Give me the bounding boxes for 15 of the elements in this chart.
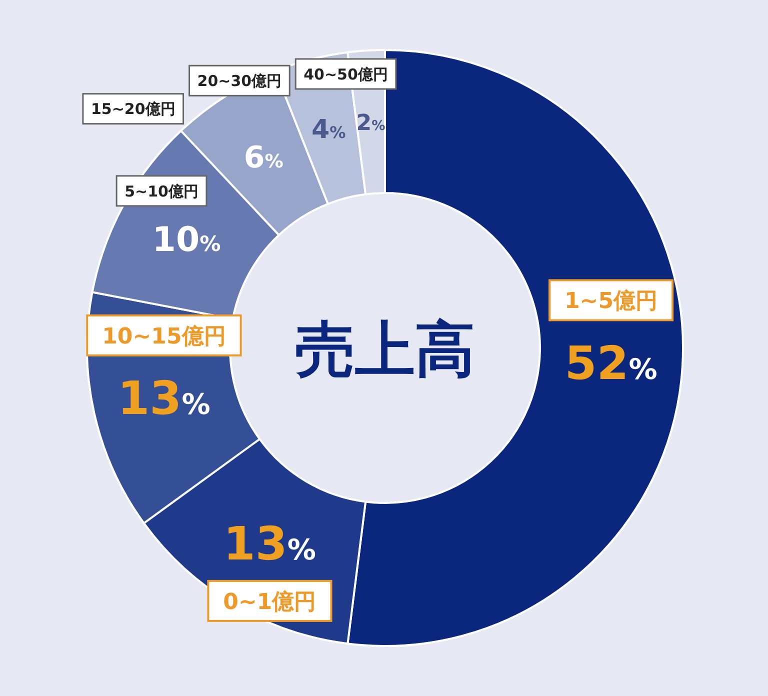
slice-label: 10~15億円 (102, 324, 226, 350)
data-label: 13% (118, 370, 210, 425)
data-label: 2% (356, 110, 386, 136)
slice-label: 40~50億円 (304, 65, 388, 84)
slice-label: 20~30億円 (197, 72, 282, 90)
data-label: 13% (223, 516, 316, 570)
data-label: 4% (312, 114, 346, 145)
slice-label: 1~5億円 (564, 289, 658, 314)
slice-label: 15~20億円 (90, 100, 176, 118)
data-label: 10% (152, 220, 221, 260)
slice-label: 0~1億円 (223, 590, 316, 615)
data-label: 6% (244, 140, 284, 176)
slice-label: 5~10億円 (124, 182, 198, 200)
data-label: 52% (564, 336, 658, 390)
text: 売上高 (295, 315, 475, 385)
